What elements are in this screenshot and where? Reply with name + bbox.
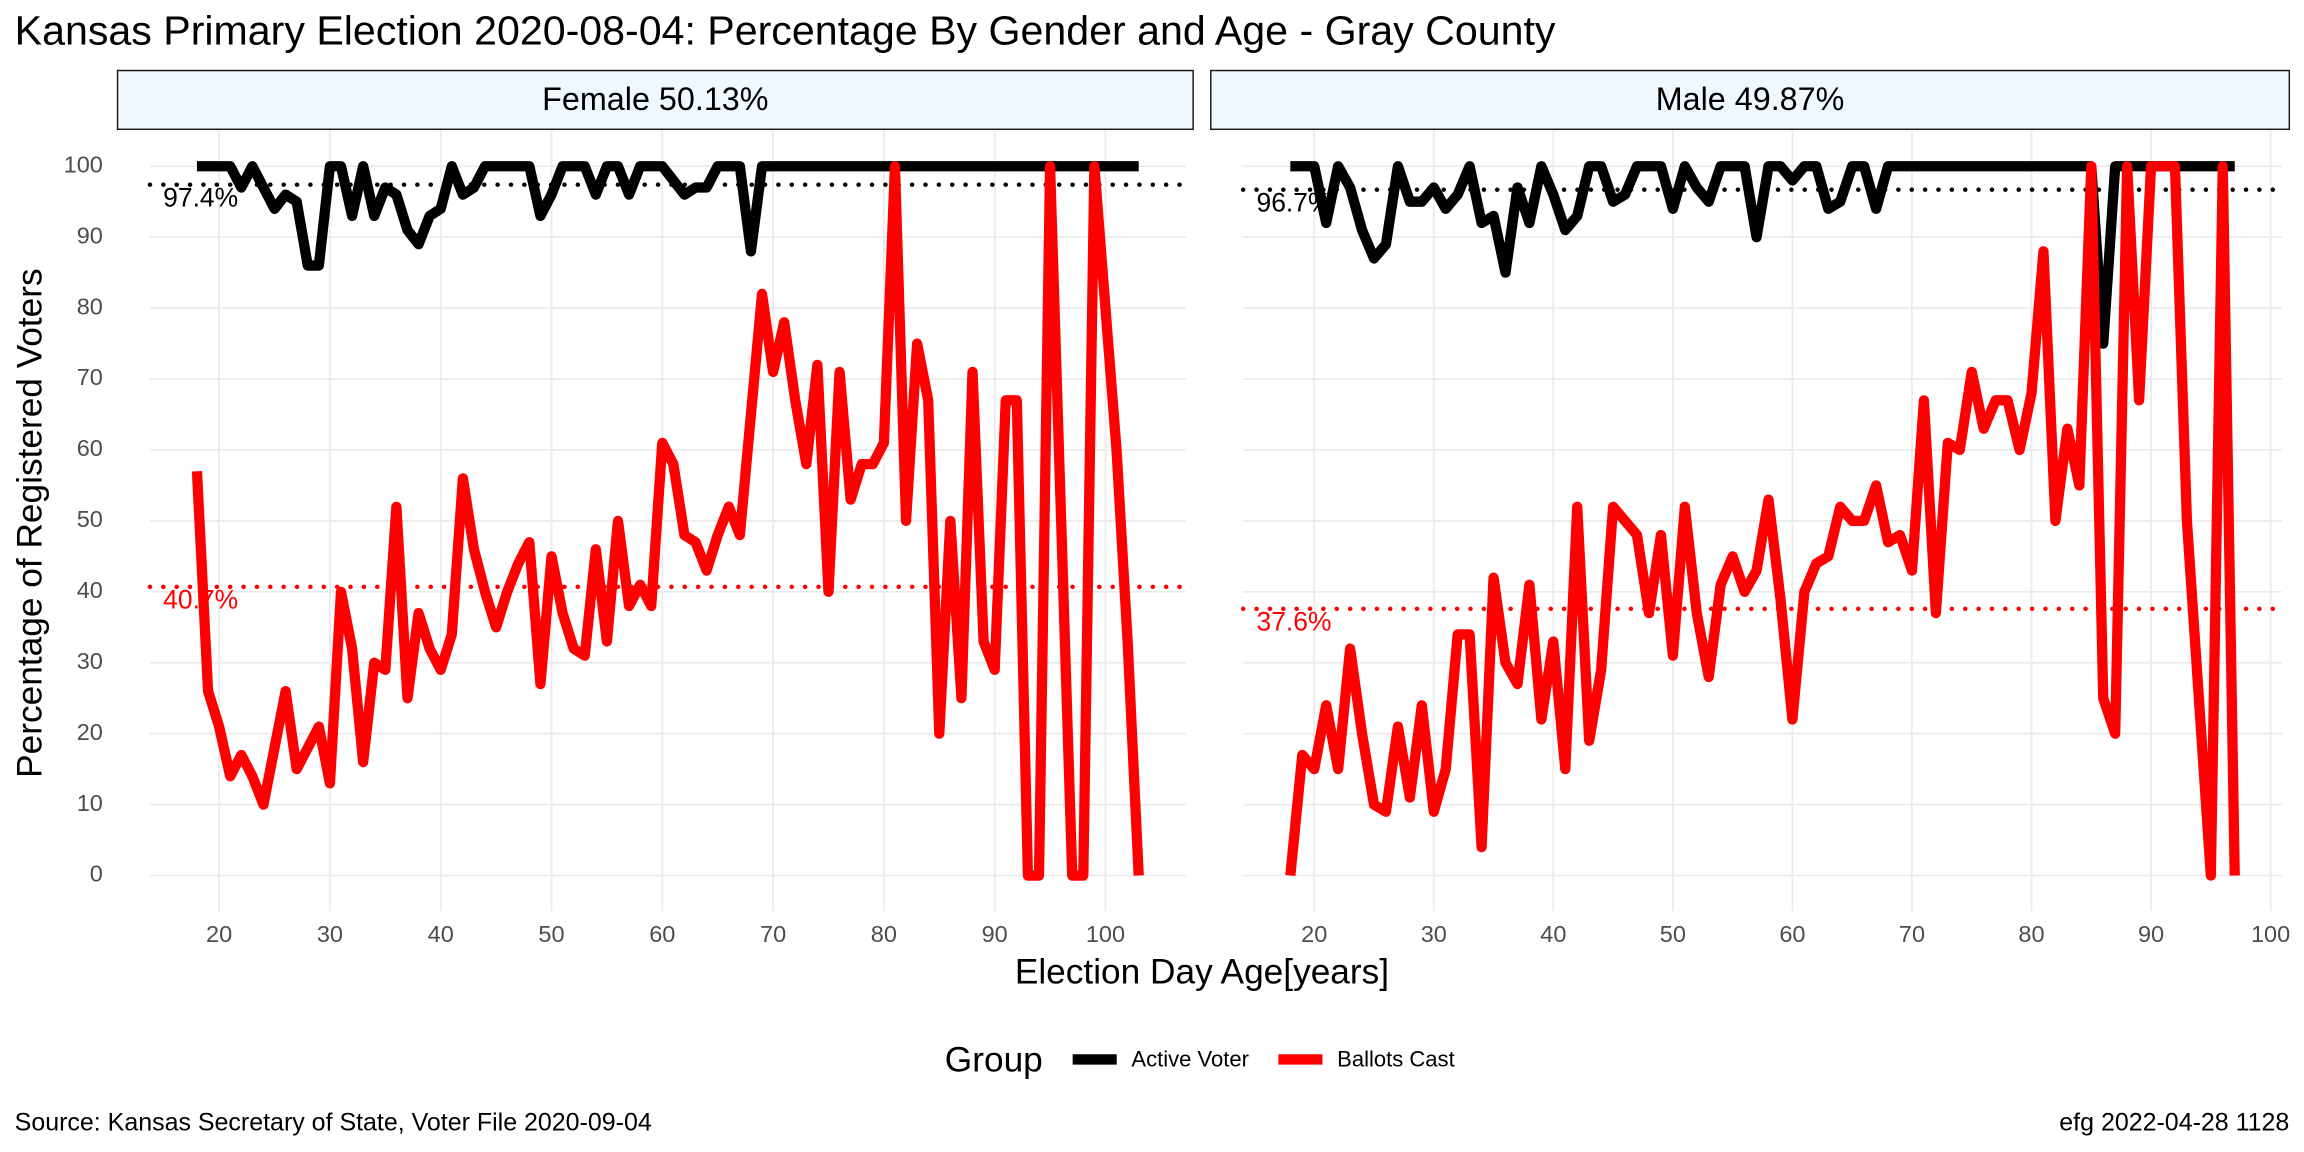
strip-label: Female 50.13%: [542, 81, 768, 117]
x-tick-label: 30: [317, 921, 343, 947]
series-line: [1285, 161, 2240, 881]
x-tick-label: 90: [982, 921, 1008, 947]
x-tick-label: 80: [871, 921, 897, 947]
x-tick-label: 100: [2251, 921, 2290, 947]
legend-label: Ballots Cast: [1337, 1047, 1455, 1072]
x-tick-label: 30: [1421, 921, 1447, 947]
legend-label: Active Voter: [1131, 1047, 1249, 1072]
x-tick-label: 60: [649, 921, 675, 947]
chart-title: Kansas Primary Election 2020-08-04: Perc…: [15, 8, 1556, 54]
y-tick-label: 50: [77, 506, 103, 532]
y-tick-label: 10: [77, 790, 103, 816]
y-tick-label: 0: [90, 861, 103, 887]
series-line: [196, 161, 1139, 271]
x-tick-label: 80: [2018, 921, 2044, 947]
x-tick-label: 40: [1540, 921, 1566, 947]
y-tick-label: 80: [77, 293, 103, 319]
x-tick-label: 100: [1086, 921, 1125, 947]
x-tick-label: 60: [1779, 921, 1805, 947]
source-caption: Source: Kansas Secretary of State, Voter…: [15, 1109, 652, 1137]
y-axis-label: Percentage of Registered Voters: [11, 268, 50, 777]
x-tick-label: 70: [1899, 921, 1925, 947]
x-tick-label: 20: [206, 921, 232, 947]
y-tick-label: 60: [77, 435, 103, 461]
series-line: [1290, 161, 2235, 349]
legend-title: Group: [945, 1041, 1043, 1080]
x-tick-label: 20: [1301, 921, 1327, 947]
mean-label: 97.4%: [163, 182, 238, 212]
x-tick-label: 70: [760, 921, 786, 947]
x-axis-label: Election Day Age[years]: [1015, 953, 1389, 992]
y-tick-label: 40: [77, 577, 103, 603]
mean-label: 37.6%: [1257, 607, 1332, 637]
x-tick-label: 90: [2138, 921, 2164, 947]
strip-box: [1210, 69, 2291, 131]
credit-caption: efg 2022-04-28 1128: [2059, 1109, 2289, 1137]
strip-label: Male 49.87%: [1656, 81, 1845, 117]
x-tick-label: 50: [1660, 921, 1686, 947]
y-tick-label: 100: [64, 151, 103, 177]
series-line: [191, 161, 1144, 881]
x-tick-label: 40: [428, 921, 454, 947]
y-tick-label: 70: [77, 364, 103, 390]
y-tick-label: 20: [77, 719, 103, 745]
strip-box: [116, 69, 1194, 131]
y-tick-label: 90: [77, 222, 103, 248]
y-tick-label: 30: [77, 648, 103, 674]
x-tick-label: 50: [538, 921, 564, 947]
